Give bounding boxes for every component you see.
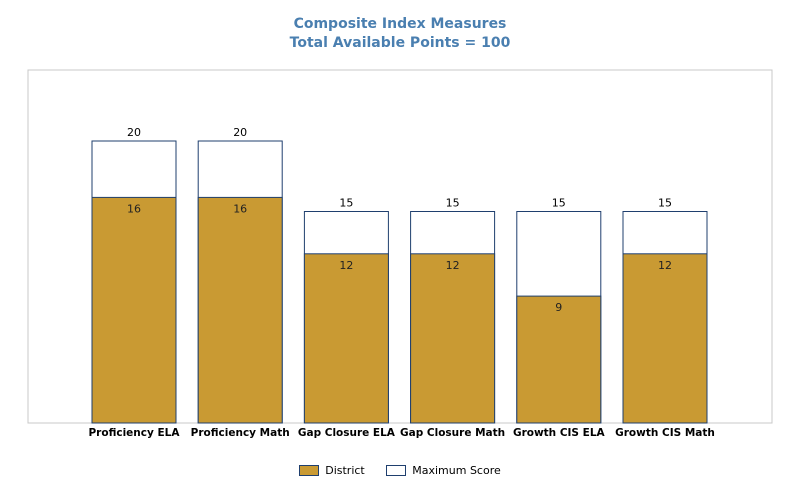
chart-title: Composite Index Measures — [293, 16, 507, 32]
data-label-maximum-gap-closure-ela: 15 — [339, 197, 353, 210]
bar-district-gap-closure-ela — [303, 253, 389, 424]
data-label-district-proficiency-ela: 16 — [127, 202, 141, 215]
data-label-maximum-growth-cis-math: 15 — [658, 197, 672, 210]
x-tick-label-growth-cis-ela: Growth CIS ELA — [513, 427, 606, 439]
legend-swatch-maximum — [386, 465, 407, 476]
bar-district-proficiency-ela — [91, 196, 177, 424]
data-label-district-proficiency-math: 16 — [233, 202, 247, 215]
bar-district-gap-closure-math — [410, 253, 496, 424]
x-tick-label-proficiency-ela: Proficiency ELA — [88, 427, 180, 439]
data-label-maximum-gap-closure-math: 15 — [446, 197, 460, 210]
data-label-maximum-proficiency-ela: 20 — [127, 126, 141, 139]
bar-district-growth-cis-math — [622, 253, 708, 424]
data-label-maximum-growth-cis-ela: 15 — [552, 197, 566, 210]
legend-label-maximum: Maximum Score — [412, 464, 501, 477]
data-label-district-growth-cis-math: 12 — [658, 259, 672, 272]
legend-item-maximum: Maximum Score — [386, 464, 501, 477]
legend-label-district: District — [325, 464, 365, 477]
bar-district-proficiency-math — [197, 196, 283, 424]
chart-subtitle: Total Available Points = 100 — [289, 35, 511, 51]
x-tick-label-gap-closure-math: Gap Closure Math — [400, 427, 505, 439]
x-tick-label-growth-cis-math: Growth CIS Math — [615, 427, 715, 439]
data-label-maximum-proficiency-math: 20 — [233, 126, 247, 139]
bar-district-growth-cis-ela — [516, 295, 602, 424]
data-label-district-growth-cis-ela: 9 — [555, 301, 562, 314]
data-label-district-gap-closure-ela: 12 — [339, 259, 353, 272]
legend-item-district: District — [299, 464, 365, 477]
x-tick-label-proficiency-math: Proficiency Math — [191, 427, 290, 439]
x-tick-label-gap-closure-ela: Gap Closure ELA — [298, 427, 396, 439]
legend-swatch-district — [299, 465, 320, 476]
bar-chart: 20 16 Proficiency ELA 20 16 Proficiency Math 1… — [27, 69, 773, 439]
data-label-district-gap-closure-math: 12 — [446, 259, 460, 272]
legend: District Maximum Score — [0, 464, 800, 479]
